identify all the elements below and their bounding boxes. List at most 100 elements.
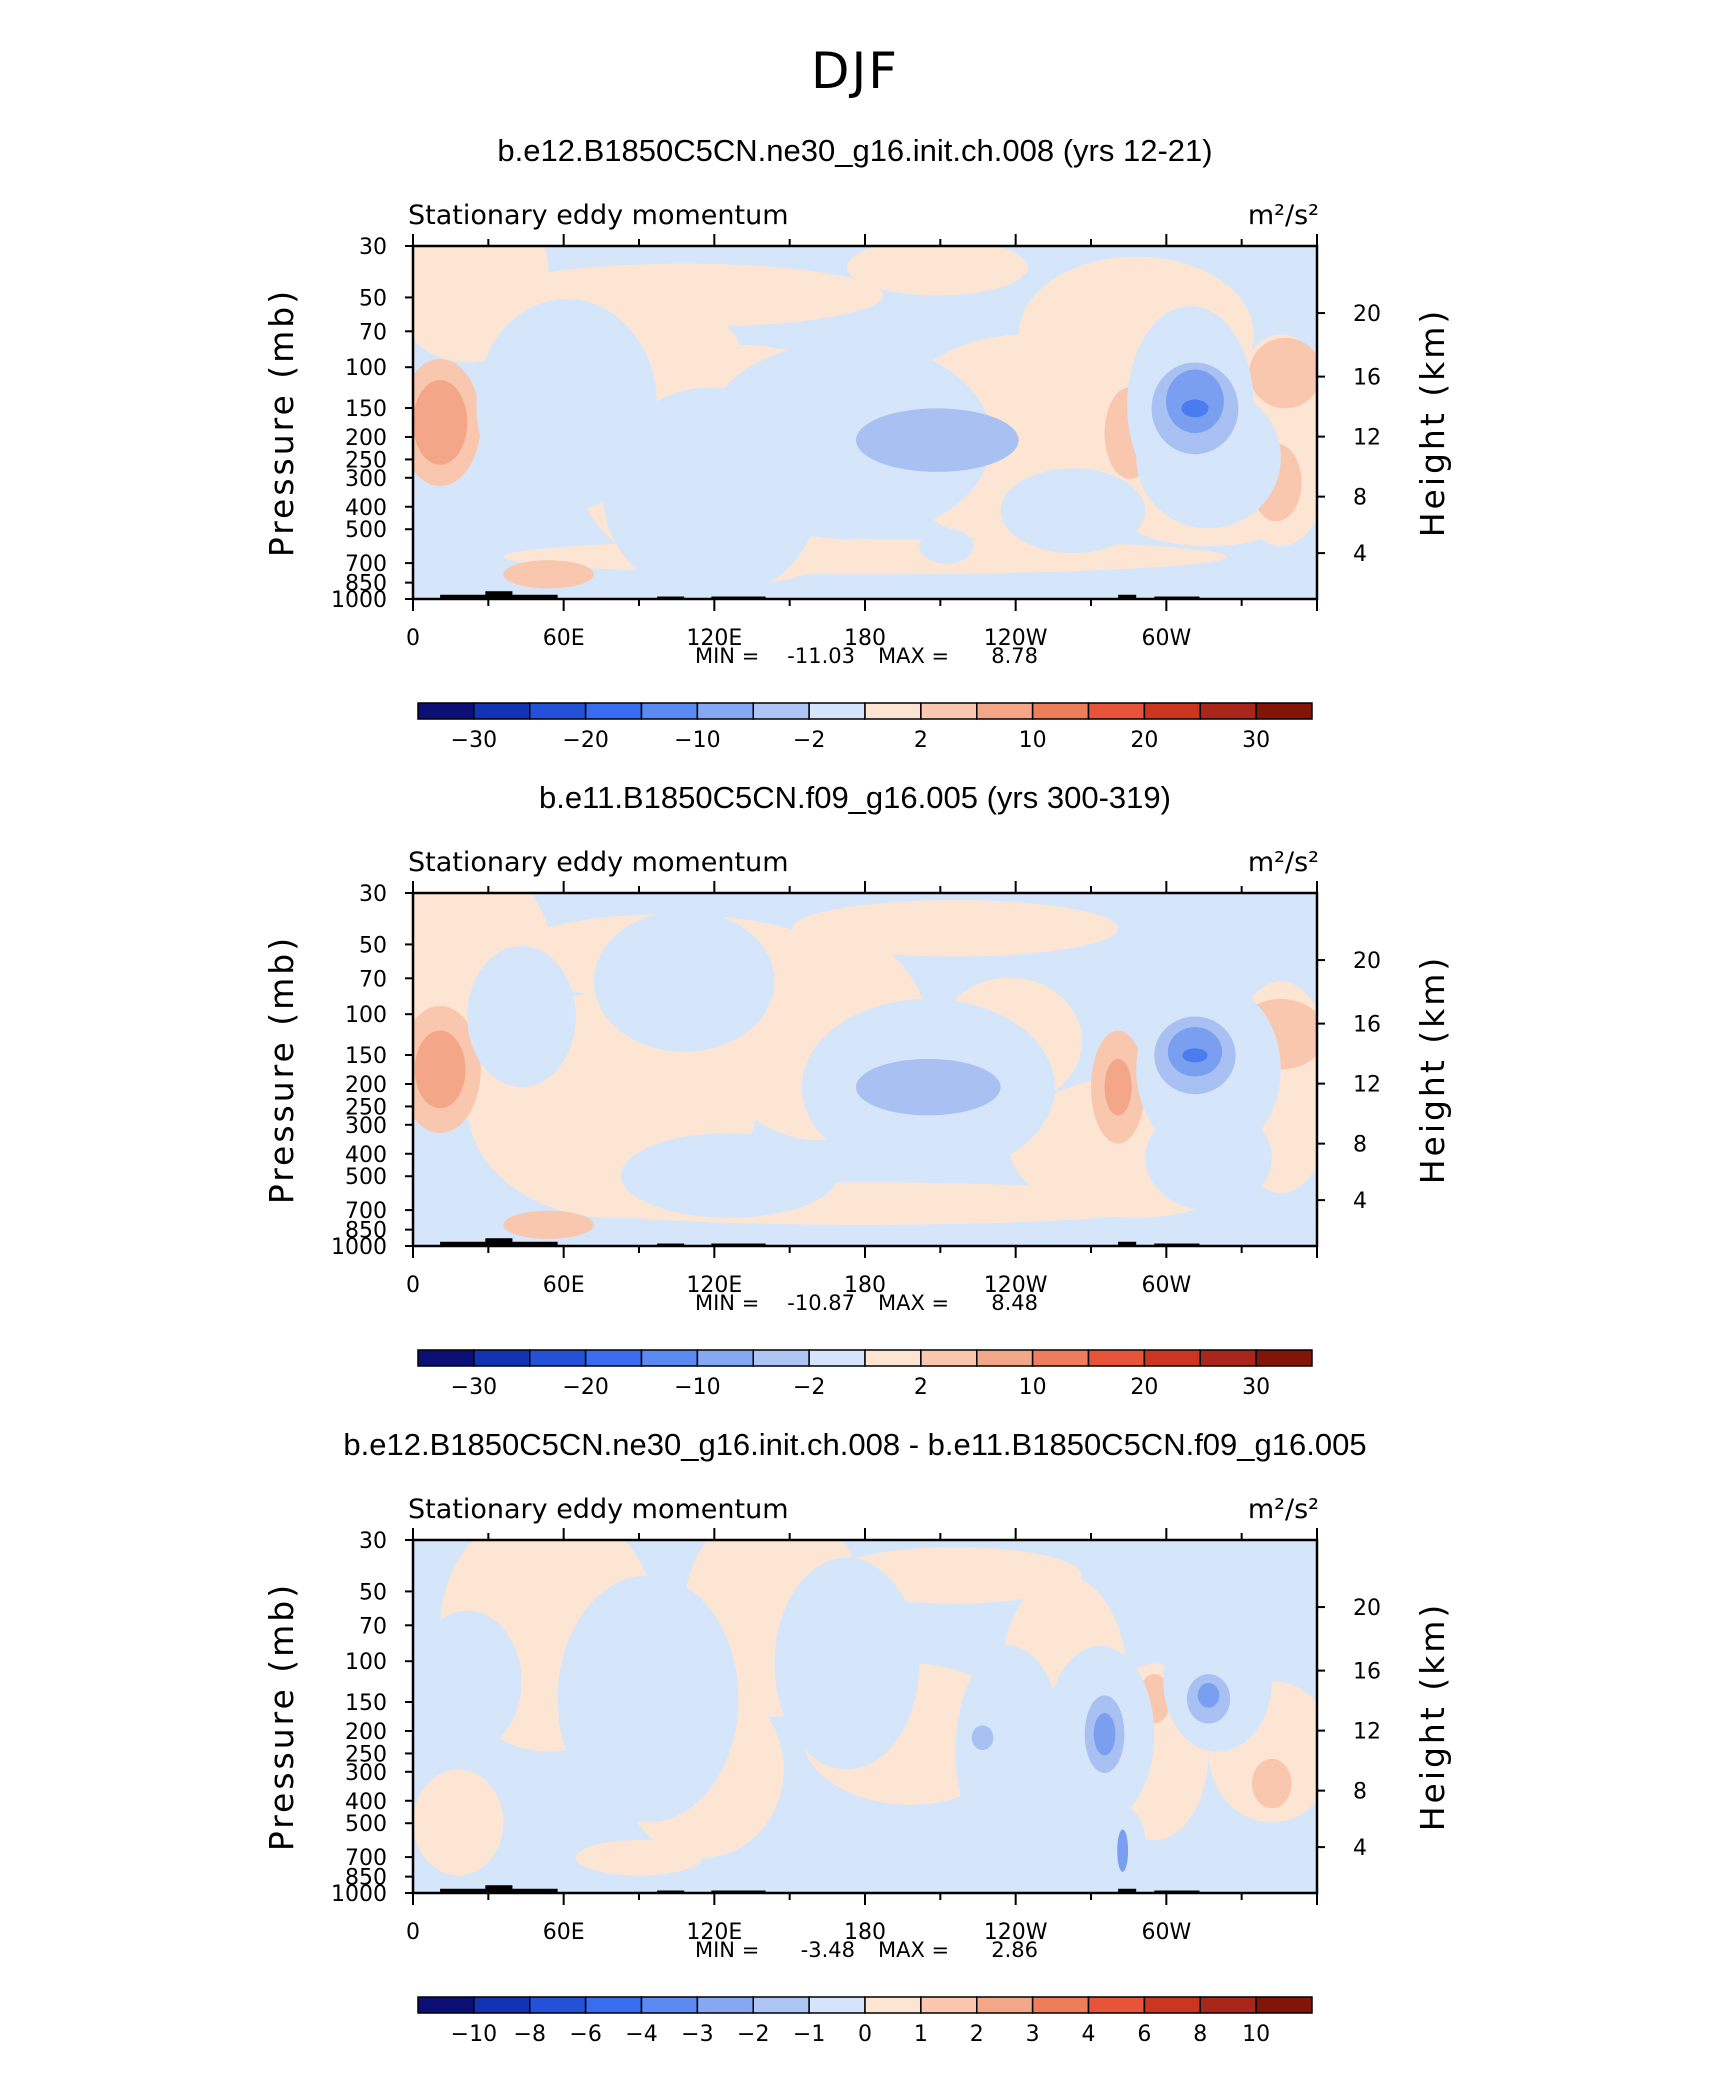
y-tick-label: 70: [359, 967, 387, 992]
stat-max-value: 8.78: [991, 644, 1038, 668]
y-tick-label: 100: [345, 356, 387, 381]
y-axis-title: Pressure (mb): [262, 288, 301, 557]
contour-region-12: [1104, 1058, 1132, 1116]
y-tick-label: 150: [345, 397, 387, 422]
y2-tick-label: 4: [1353, 542, 1367, 567]
colorbar-label: 30: [1242, 1375, 1270, 1400]
panel-2-title: b.e11.B1850C5CN.f09_g16.005 (yrs 300-319…: [539, 780, 1171, 815]
colorbar-bin-13: [1143, 1996, 1201, 2014]
x-tick-label: 120W: [984, 1920, 1048, 1945]
contour-region-17: [620, 1133, 838, 1218]
topography-2: [503, 594, 558, 599]
y-tick-label: 850: [345, 572, 387, 597]
colorbar-bin-10: [976, 702, 1034, 720]
y-tick-label: 300: [345, 1114, 387, 1139]
y2-tick-label: 20: [1353, 949, 1381, 974]
x-tick-label: 120E: [686, 1920, 742, 1945]
contour-field: [413, 246, 1317, 599]
colorbar-bin-10: [976, 1349, 1034, 1367]
topography-1: [485, 1885, 513, 1893]
topography-1: [485, 591, 513, 599]
x-tick-label: 60W: [1141, 1920, 1191, 1945]
topography-1: [485, 1238, 513, 1246]
x-tick-label: 60E: [543, 1920, 585, 1945]
y-tick-label: 100: [345, 1650, 387, 1675]
colorbar-bin-14: [1199, 702, 1257, 720]
colorbar-bin-2: [529, 1996, 587, 2014]
contour-region-17: [955, 1645, 1064, 1858]
colorbar-bin-3: [584, 702, 643, 720]
colorbar-label: 8: [1193, 2022, 1207, 2047]
y2-tick-label: 20: [1353, 302, 1381, 327]
y-tick-label: 400: [345, 1790, 387, 1815]
x-tick-label: 0: [406, 626, 420, 651]
y2-tick-label: 8: [1353, 1780, 1367, 1805]
colorbar-bin-3: [584, 1349, 643, 1367]
y-tick-label: 50: [359, 1580, 387, 1605]
colorbar-label: 20: [1130, 728, 1158, 753]
contour-region-25: [971, 1725, 994, 1751]
y2-tick-label: 8: [1353, 1133, 1367, 1158]
colorbar-label: 6: [1137, 2022, 1151, 2047]
contour-field: [413, 893, 1317, 1246]
colorbar-bin-4: [640, 1996, 699, 2014]
contour-region-15: [503, 560, 594, 589]
colorbar-label: 10: [1242, 2022, 1270, 2047]
x-tick-label: 120E: [686, 626, 742, 651]
x-tick-label: 120W: [984, 626, 1048, 651]
colorbar-bin-7: [808, 1349, 866, 1367]
y-axis-title: Pressure (mb): [262, 935, 301, 1204]
x-tick-label: 60W: [1141, 626, 1191, 651]
contour-region-15: [557, 1575, 739, 1823]
y-tick-label: 70: [359, 1614, 387, 1639]
contour-region-26: [1117, 1829, 1129, 1872]
y2-tick-label: 12: [1353, 1073, 1381, 1098]
y-tick-label: 300: [345, 467, 387, 492]
panel-3-chart: Stationary eddy momentum m²/s²30507010015…: [262, 1494, 1452, 2047]
colorbar-bin-1: [473, 702, 531, 720]
x-tick-label: 180: [844, 1920, 886, 1945]
panel-subtitle: Stationary eddy momentum: [408, 1494, 789, 1525]
colorbar-bin-9: [920, 1349, 978, 1367]
y-tick-label: 200: [345, 426, 387, 451]
stat-max-value: 8.48: [991, 1291, 1038, 1315]
colorbar-label: 20: [1130, 1375, 1158, 1400]
colorbar-label: 2: [970, 2022, 984, 2047]
contour-region-18: [467, 945, 576, 1088]
x-tick-label: 60E: [543, 626, 585, 651]
y-tick-label: 200: [345, 1720, 387, 1745]
colorbar: −10 −8 −6 −4 −3 −2 −1 0 1 2 3 4 6 8 10: [417, 1996, 1313, 2047]
x-tick-label: 0: [406, 1920, 420, 1945]
y2-tick-label: 4: [1353, 1836, 1367, 1861]
stat-max-value: 2.86: [991, 1938, 1038, 1962]
contour-region-14: [1249, 337, 1317, 409]
y2-tick-label: 16: [1353, 1660, 1381, 1685]
colorbar-label: −2: [737, 2022, 769, 2047]
colorbar-label: −2: [793, 1375, 825, 1400]
y-tick-label: 250: [345, 448, 387, 473]
contour-region-22: [1000, 468, 1146, 554]
colorbar-bin-12: [1087, 1349, 1146, 1367]
y-tick-label: 250: [345, 1742, 387, 1767]
stat-min-value: -11.03: [787, 644, 855, 668]
contour-region-13: [1251, 1758, 1292, 1809]
y-tick-label: 200: [345, 1073, 387, 1098]
colorbar: −30 −20 −10 −2 2 10 20 30: [417, 1349, 1313, 1400]
y-tick-label: 100: [345, 1003, 387, 1028]
y-tick-label: 1000: [331, 588, 387, 613]
y-tick-label: 250: [345, 1095, 387, 1120]
y-tick-label: 500: [345, 1165, 387, 1190]
contour-region-16: [593, 910, 775, 1052]
y2-tick-label: 8: [1353, 486, 1367, 511]
colorbar-bin-4: [640, 702, 699, 720]
x-tick-label: 180: [844, 1273, 886, 1298]
y-tick-label: 700: [345, 552, 387, 577]
colorbar-bin-11: [1031, 702, 1090, 720]
panel-subtitle: Stationary eddy momentum: [408, 847, 789, 878]
y-tick-label: 30: [359, 882, 387, 907]
colorbar-bin-12: [1087, 702, 1146, 720]
colorbar-label: −8: [514, 2022, 546, 2047]
colorbar: −30 −20 −10 −2 2 10 20 30: [417, 702, 1313, 753]
y2-axis-title: Height (km): [1413, 308, 1452, 538]
colorbar-label: −10: [674, 1375, 720, 1400]
